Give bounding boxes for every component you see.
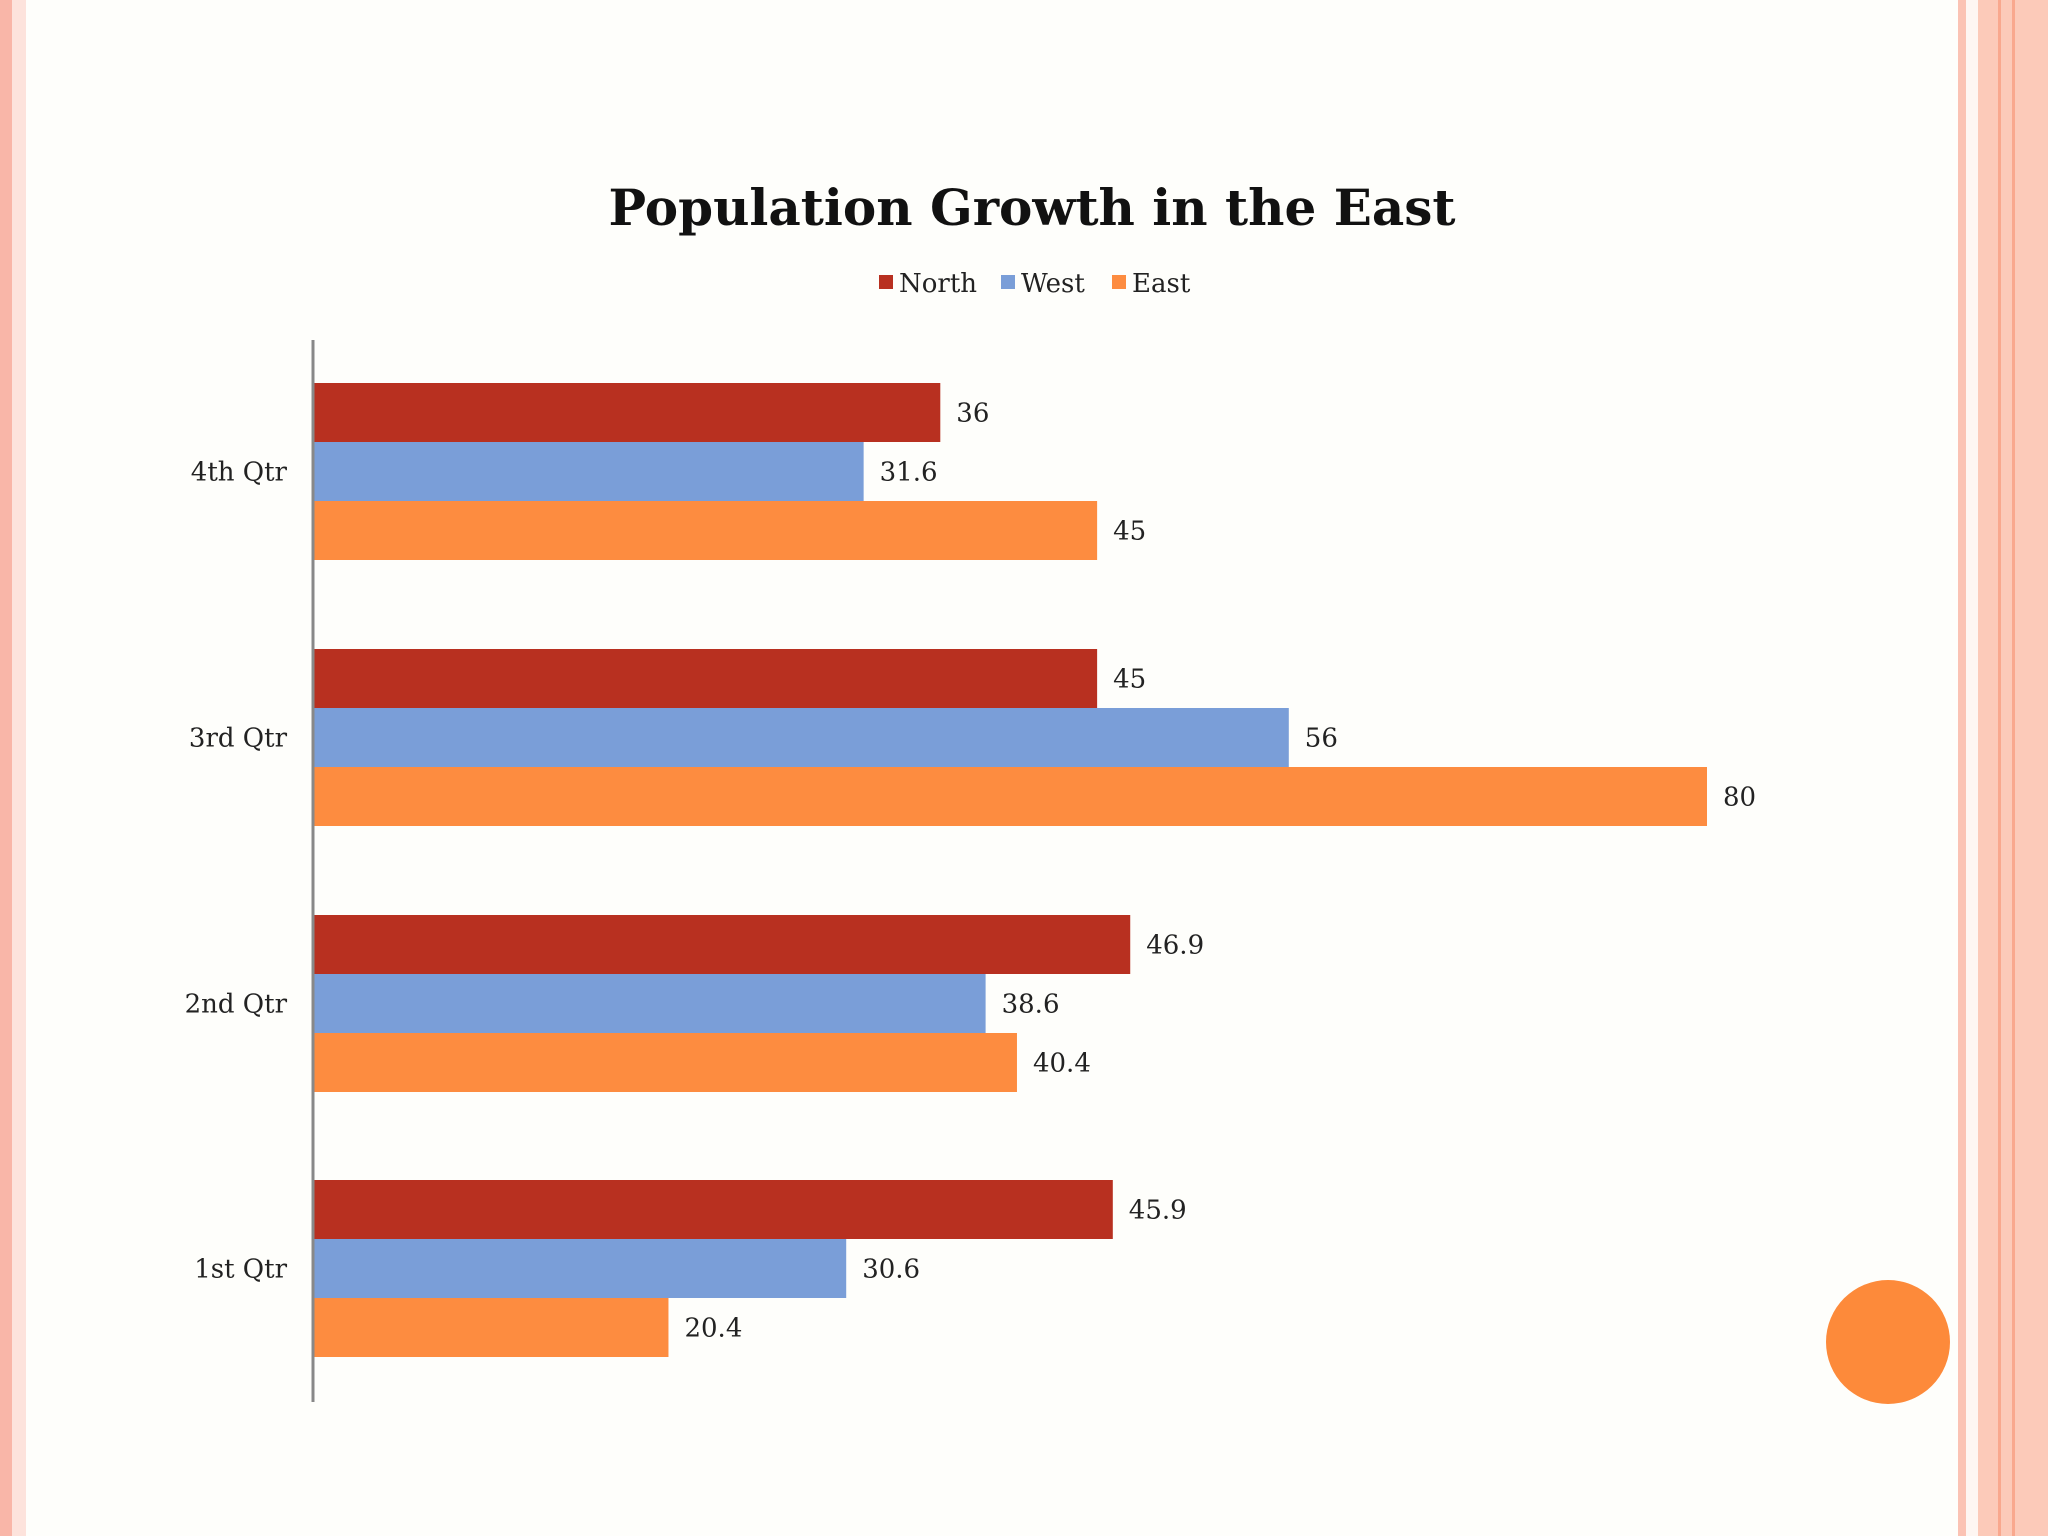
bar-west-4th-qtr — [313, 442, 864, 501]
chart-title: Population Growth in the East — [609, 178, 1456, 237]
bar-east-1st-qtr — [313, 1298, 669, 1357]
bar-north-4th-qtr — [313, 383, 941, 442]
legend-label-west: West — [1021, 269, 1085, 299]
data-label: 20.4 — [684, 1314, 742, 1344]
data-label: 38.6 — [1002, 990, 1060, 1020]
data-label: 36 — [956, 399, 989, 429]
legend-swatch-north — [879, 275, 893, 289]
chart-legend: North West East — [879, 269, 1191, 299]
right-border-line — [1998, 0, 2001, 1536]
left-border-inner-stripe — [12, 0, 26, 1536]
right-border-gap — [1966, 0, 1978, 1536]
bar-west-3rd-qtr — [313, 708, 1289, 767]
bar-north-1st-qtr — [313, 1180, 1113, 1239]
legend-swatch-west — [1001, 275, 1015, 289]
decorative-orange-circle — [1826, 1280, 1950, 1404]
category-tick-label: 3rd Qtr — [189, 724, 288, 754]
data-label: 56 — [1305, 724, 1338, 754]
data-label: 45 — [1113, 517, 1146, 547]
category-axis-labels: 1st Qtr 2nd Qtr 3rd Qtr 4th Qtr — [185, 458, 288, 1285]
category-tick-label: 1st Qtr — [194, 1255, 287, 1285]
legend-label-north: North — [899, 269, 977, 299]
bar-west-2nd-qtr — [313, 974, 986, 1033]
data-label: 30.6 — [862, 1255, 920, 1285]
right-border-line — [2012, 0, 2015, 1536]
data-label: 45 — [1113, 665, 1146, 695]
right-border-stripe — [1958, 0, 1966, 1536]
bar-east-2nd-qtr — [313, 1033, 1017, 1092]
legend-swatch-east — [1112, 275, 1126, 289]
left-border-stripe — [0, 0, 12, 1536]
data-label: 80 — [1723, 783, 1756, 813]
data-label: 46.9 — [1146, 931, 1204, 961]
data-label: 40.4 — [1033, 1049, 1091, 1079]
bar-east-3rd-qtr — [313, 767, 1707, 826]
bar-north-2nd-qtr — [313, 915, 1131, 974]
bar-west-1st-qtr — [313, 1239, 847, 1298]
legend-label-east: East — [1132, 269, 1191, 299]
data-label: 31.6 — [880, 458, 938, 488]
category-tick-label: 4th Qtr — [191, 458, 288, 488]
bars-group: 45.9 30.6 20.4 46.9 38.6 40.4 45 56 80 36 31.6 45 — [313, 383, 1756, 1357]
category-tick-label: 2nd Qtr — [185, 990, 288, 1020]
bar-east-4th-qtr — [313, 501, 1098, 560]
bar-north-3rd-qtr — [313, 649, 1098, 708]
data-label: 45.9 — [1129, 1196, 1187, 1226]
